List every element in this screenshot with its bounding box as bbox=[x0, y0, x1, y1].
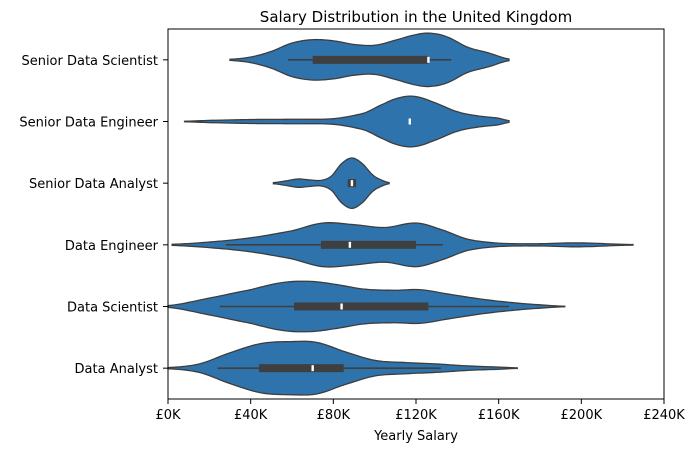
x-tick-label: £120K bbox=[395, 408, 437, 423]
x-tick-label: £200K bbox=[561, 408, 603, 423]
x-axis: £0K £40K £80K £120K £160K £200K £240K bbox=[155, 399, 685, 423]
violin-group bbox=[167, 280, 566, 333]
violin-median-marker bbox=[427, 56, 430, 63]
violin-median-marker bbox=[408, 118, 411, 125]
chart-title: Salary Distribution in the United Kingdo… bbox=[260, 8, 572, 26]
x-tick-label: £0K bbox=[155, 408, 181, 423]
y-tick-label: Senior Data Scientist bbox=[21, 54, 158, 69]
y-tick-label: Data Engineer bbox=[65, 239, 159, 254]
y-tick-label: Data Analyst bbox=[75, 362, 158, 377]
violin-group bbox=[171, 222, 634, 268]
violins-layer bbox=[167, 32, 634, 396]
violin-median-marker bbox=[340, 303, 343, 310]
violin-iqr-box bbox=[312, 55, 429, 64]
violin-body bbox=[183, 95, 510, 148]
violin-group bbox=[272, 157, 390, 210]
violin-body bbox=[272, 157, 390, 210]
y-axis: Senior Data Scientist Senior Data Enginee… bbox=[19, 54, 168, 377]
x-tick-label: £40K bbox=[234, 408, 268, 423]
x-tick-label: £160K bbox=[478, 408, 520, 423]
violin-iqr-box bbox=[258, 364, 344, 373]
violin-iqr-box bbox=[294, 302, 429, 311]
violin-iqr-box bbox=[320, 240, 416, 249]
y-tick-label: Data Scientist bbox=[67, 301, 158, 316]
violin-group bbox=[183, 95, 510, 148]
x-tick-label: £240K bbox=[643, 408, 685, 423]
violin-group bbox=[167, 340, 518, 396]
violin-group bbox=[229, 32, 510, 88]
y-tick-label: Senior Data Engineer bbox=[19, 116, 158, 131]
x-tick-label: £80K bbox=[317, 408, 351, 423]
violin-median-marker bbox=[311, 365, 314, 372]
violin-median-marker bbox=[350, 180, 354, 187]
violin-median-marker bbox=[348, 241, 352, 248]
y-tick-label: Senior Data Analyst bbox=[29, 177, 158, 192]
x-axis-label: Yearly Salary bbox=[373, 429, 458, 444]
